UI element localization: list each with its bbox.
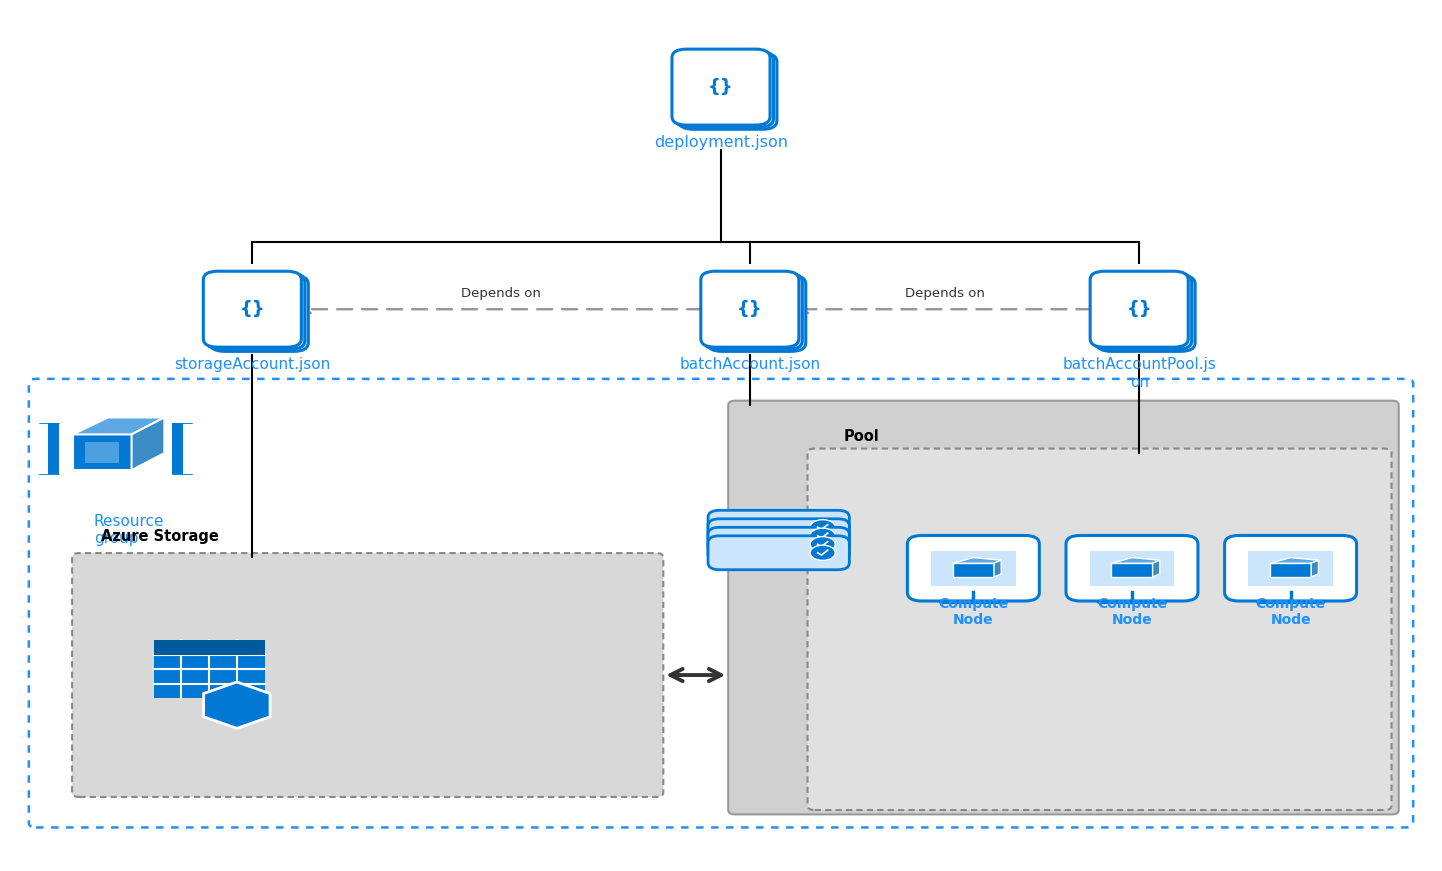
Polygon shape bbox=[1112, 557, 1159, 564]
FancyBboxPatch shape bbox=[211, 275, 309, 351]
Text: {}: {} bbox=[708, 78, 734, 96]
Polygon shape bbox=[953, 564, 994, 577]
FancyBboxPatch shape bbox=[708, 519, 849, 553]
FancyBboxPatch shape bbox=[1097, 275, 1195, 351]
Polygon shape bbox=[48, 423, 59, 474]
FancyBboxPatch shape bbox=[675, 51, 773, 127]
Polygon shape bbox=[203, 682, 270, 728]
Text: batchAccountPool.js
on: batchAccountPool.js on bbox=[1063, 357, 1216, 389]
Circle shape bbox=[810, 537, 835, 552]
Text: Pool: Pool bbox=[844, 429, 880, 444]
Polygon shape bbox=[172, 423, 183, 474]
Circle shape bbox=[810, 545, 835, 560]
Polygon shape bbox=[1152, 560, 1159, 577]
Text: Compute
Node: Compute Node bbox=[1256, 597, 1325, 627]
Polygon shape bbox=[994, 560, 1001, 577]
FancyBboxPatch shape bbox=[728, 401, 1399, 814]
FancyBboxPatch shape bbox=[672, 49, 770, 125]
FancyBboxPatch shape bbox=[1090, 271, 1188, 348]
Text: Depends on: Depends on bbox=[904, 287, 985, 300]
Text: storageAccount.json: storageAccount.json bbox=[174, 357, 330, 372]
FancyBboxPatch shape bbox=[932, 550, 1015, 585]
FancyBboxPatch shape bbox=[708, 510, 849, 544]
FancyBboxPatch shape bbox=[708, 275, 806, 351]
FancyBboxPatch shape bbox=[1093, 273, 1191, 349]
Polygon shape bbox=[1270, 564, 1311, 577]
Polygon shape bbox=[1311, 560, 1318, 577]
FancyBboxPatch shape bbox=[701, 271, 799, 348]
FancyBboxPatch shape bbox=[1249, 550, 1332, 585]
FancyBboxPatch shape bbox=[679, 53, 777, 129]
FancyBboxPatch shape bbox=[704, 273, 802, 349]
Polygon shape bbox=[72, 435, 131, 470]
FancyBboxPatch shape bbox=[708, 527, 849, 561]
Circle shape bbox=[810, 520, 835, 535]
Text: batchAccount.json: batchAccount.json bbox=[679, 357, 820, 372]
FancyBboxPatch shape bbox=[808, 449, 1392, 810]
FancyBboxPatch shape bbox=[1224, 536, 1357, 601]
FancyBboxPatch shape bbox=[1066, 536, 1198, 601]
Polygon shape bbox=[85, 442, 120, 463]
Text: Compute
Node: Compute Node bbox=[939, 597, 1008, 627]
Text: {}: {} bbox=[1126, 300, 1152, 318]
FancyBboxPatch shape bbox=[206, 273, 304, 349]
Text: {}: {} bbox=[239, 300, 265, 318]
FancyBboxPatch shape bbox=[153, 640, 265, 655]
Text: Depends on: Depends on bbox=[461, 287, 541, 300]
Text: {}: {} bbox=[737, 300, 763, 318]
Text: Compute
Node: Compute Node bbox=[1097, 597, 1167, 627]
Text: Azure Storage: Azure Storage bbox=[101, 530, 219, 544]
FancyBboxPatch shape bbox=[1090, 550, 1174, 585]
Polygon shape bbox=[953, 557, 1001, 564]
FancyBboxPatch shape bbox=[907, 536, 1040, 601]
Polygon shape bbox=[131, 417, 164, 470]
Circle shape bbox=[810, 528, 835, 544]
Polygon shape bbox=[72, 417, 164, 435]
FancyBboxPatch shape bbox=[708, 536, 849, 570]
FancyBboxPatch shape bbox=[153, 640, 265, 699]
Text: Resource
group: Resource group bbox=[94, 514, 164, 546]
FancyBboxPatch shape bbox=[203, 271, 301, 348]
Polygon shape bbox=[1270, 557, 1318, 564]
Text: deployment.json: deployment.json bbox=[655, 135, 787, 150]
FancyBboxPatch shape bbox=[72, 553, 663, 797]
Polygon shape bbox=[1112, 564, 1152, 577]
